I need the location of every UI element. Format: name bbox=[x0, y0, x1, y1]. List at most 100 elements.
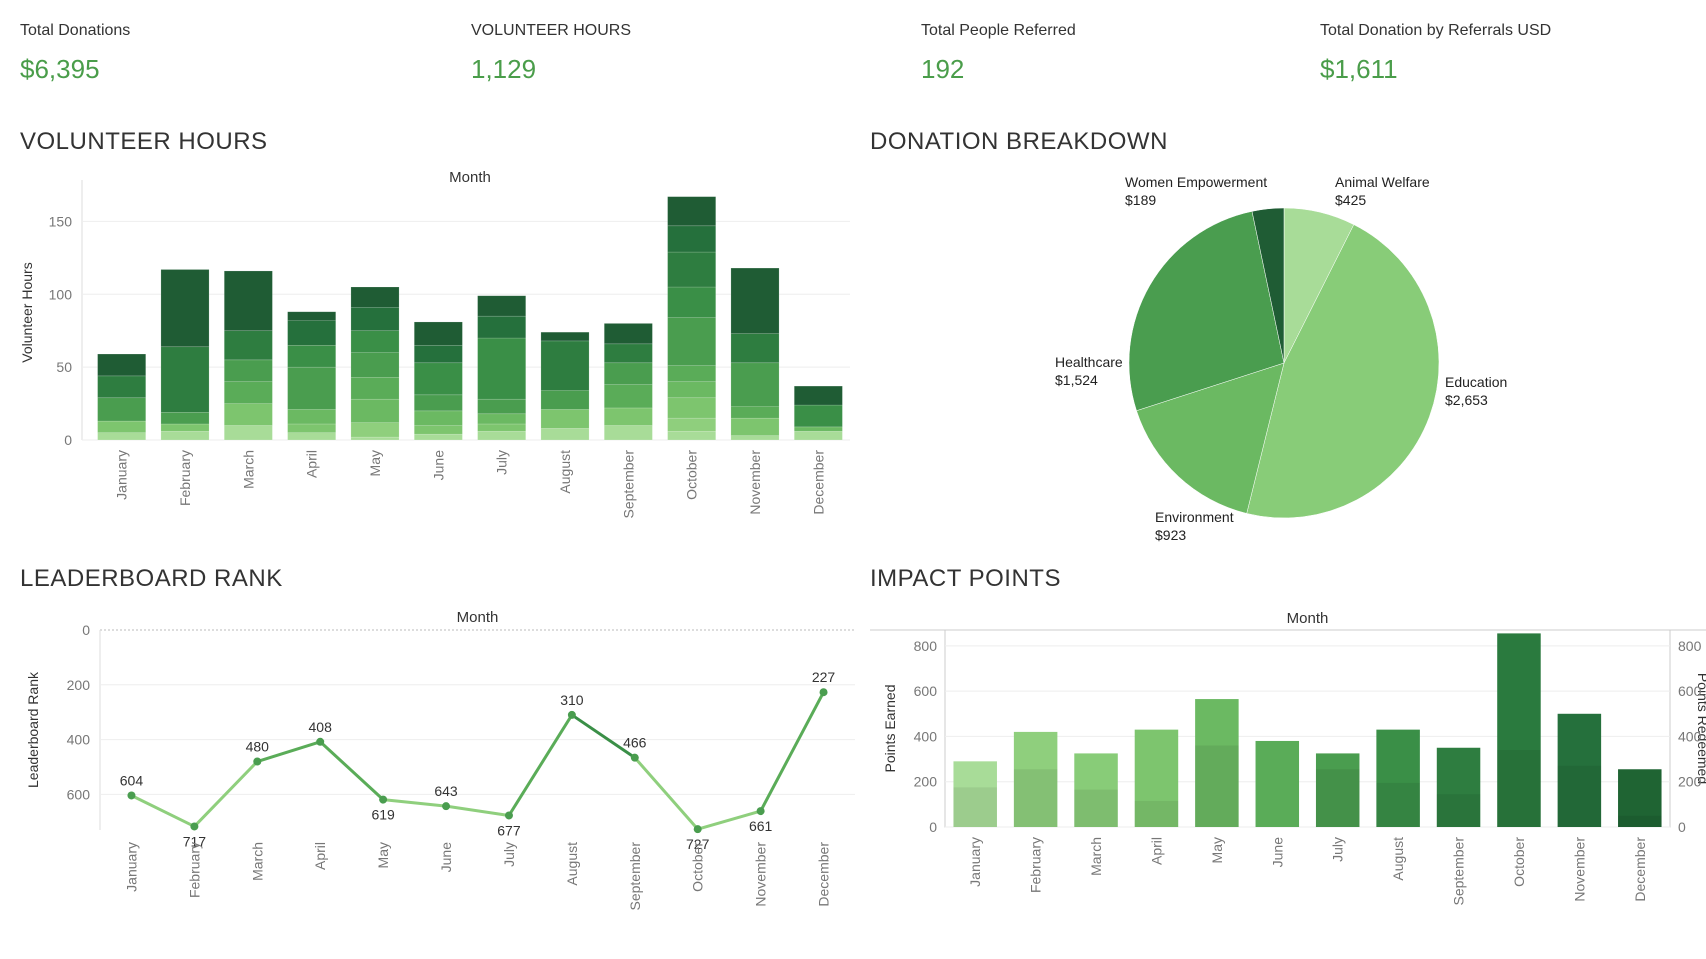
x-tick-label: April bbox=[304, 450, 320, 478]
kpi-label: Total People Referred bbox=[921, 22, 1076, 39]
bar-segment bbox=[287, 423, 337, 434]
bar-segment bbox=[477, 337, 527, 400]
bar-segment bbox=[730, 435, 780, 441]
kpi-label: Total Donation by Referrals USD bbox=[1320, 22, 1552, 39]
bar-segment bbox=[350, 398, 400, 423]
x-tick-label: March bbox=[240, 450, 256, 489]
line-point bbox=[127, 791, 136, 800]
data-label: 604 bbox=[120, 772, 144, 788]
bar-segment bbox=[287, 409, 337, 425]
line-segment bbox=[319, 740, 385, 801]
y-axis-title: Leaderboard Rank bbox=[25, 671, 41, 788]
points-redeemed-bar bbox=[1436, 794, 1481, 827]
points-redeemed-bar bbox=[1315, 769, 1360, 827]
x-tick-label: May bbox=[1209, 837, 1225, 863]
x-tick-label: December bbox=[816, 842, 832, 907]
x-tick-label: October bbox=[1511, 837, 1527, 887]
bar-segment bbox=[793, 404, 843, 428]
impact-points-title: IMPACT POINTS bbox=[870, 565, 1061, 592]
points-earned-bar bbox=[1013, 731, 1058, 827]
bar-segment bbox=[413, 410, 463, 426]
x-tick-label: November bbox=[753, 842, 769, 907]
kpi-label: VOLUNTEER HOURS bbox=[471, 22, 632, 39]
x-tick-label: February bbox=[1028, 837, 1044, 893]
x-tick-label: February bbox=[186, 842, 202, 898]
y-tick-label: 0 bbox=[64, 432, 72, 448]
y-tick-label: 200 bbox=[67, 677, 91, 693]
kpi-value: 1,129 bbox=[471, 54, 537, 84]
pie-slice-label: Education bbox=[1445, 374, 1507, 390]
bar-segment bbox=[350, 377, 400, 400]
bar-segment bbox=[160, 430, 210, 441]
bar-segment bbox=[540, 428, 590, 441]
line-point bbox=[504, 811, 513, 820]
line-point bbox=[567, 710, 576, 719]
bar-segment bbox=[603, 407, 653, 426]
bar-segment bbox=[730, 406, 780, 419]
x-tick-label: July bbox=[494, 450, 510, 475]
line-point bbox=[819, 688, 828, 697]
points-redeemed-bar bbox=[1074, 789, 1118, 827]
bar-segment bbox=[160, 423, 210, 432]
bar-segment bbox=[350, 307, 400, 332]
x-tick-label: May bbox=[367, 450, 383, 476]
bar-segment bbox=[667, 317, 717, 366]
x-tick-label: August bbox=[557, 450, 573, 494]
bar-segment bbox=[223, 330, 273, 361]
bar-segment bbox=[667, 397, 717, 419]
data-label: 466 bbox=[623, 735, 647, 751]
points-redeemed-bar bbox=[1376, 782, 1420, 827]
line-point bbox=[630, 753, 639, 762]
bar-segment bbox=[223, 270, 273, 332]
line-segment bbox=[507, 714, 574, 817]
bar-segment bbox=[603, 323, 653, 345]
data-label: 310 bbox=[560, 692, 584, 708]
kpi-value: 192 bbox=[921, 54, 965, 84]
y-tick-label: 50 bbox=[56, 359, 72, 375]
line-segment bbox=[382, 798, 447, 808]
bar-segment bbox=[477, 315, 527, 339]
kpi-value: $6,395 bbox=[20, 54, 100, 84]
x-tick-label: January bbox=[114, 450, 130, 500]
x-tick-label: December bbox=[1632, 837, 1648, 902]
points-redeemed-bar bbox=[1557, 765, 1602, 827]
leaderboard-rank-chart: Month Leaderboard Rank 0 200 400 600 604 Januar… bbox=[25, 609, 855, 910]
pie-slice bbox=[1128, 211, 1285, 412]
pie-slice-label: Women Empowerment bbox=[1125, 174, 1267, 190]
bar-segment bbox=[477, 430, 527, 441]
pie-slice-value: $1,524 bbox=[1055, 372, 1098, 388]
bar-segment bbox=[667, 225, 717, 253]
points-earned-bar bbox=[1315, 753, 1360, 827]
pie-slice bbox=[1246, 224, 1440, 519]
bar-segment bbox=[730, 267, 780, 334]
y-axis-title: Volunteer Hours bbox=[19, 262, 35, 362]
x-tick-label: April bbox=[312, 842, 328, 870]
bar-segment bbox=[540, 409, 590, 429]
y-tick-label-left: 200 bbox=[914, 774, 938, 790]
bar-segment bbox=[603, 362, 653, 385]
bar-segment bbox=[223, 403, 273, 426]
x-tick-label: October bbox=[690, 842, 706, 892]
x-axis-title: Month bbox=[449, 169, 491, 186]
data-label: 643 bbox=[434, 783, 458, 799]
data-label: 480 bbox=[246, 739, 270, 755]
bar-segment bbox=[350, 352, 400, 378]
data-label: 727 bbox=[686, 836, 710, 852]
y-tick-label: 400 bbox=[67, 732, 91, 748]
kpi-value: $1,611 bbox=[1320, 54, 1398, 84]
points-earned-bar bbox=[1195, 699, 1239, 827]
bar-segment bbox=[350, 330, 400, 353]
x-tick-label: June bbox=[438, 842, 454, 873]
y-tick-label-right: 400 bbox=[1678, 728, 1702, 744]
bar-segment bbox=[223, 381, 273, 404]
x-tick-label: January bbox=[967, 837, 983, 887]
bar-segment bbox=[667, 286, 717, 318]
data-label: 619 bbox=[371, 807, 395, 823]
bar-segment bbox=[97, 420, 147, 434]
bar-segment bbox=[667, 365, 717, 383]
line-segment bbox=[571, 713, 636, 759]
points-earned-bar bbox=[1618, 769, 1662, 827]
bar-segment bbox=[667, 381, 717, 399]
x-tick-label: March bbox=[1088, 837, 1104, 876]
points-redeemed-bar bbox=[953, 787, 997, 827]
